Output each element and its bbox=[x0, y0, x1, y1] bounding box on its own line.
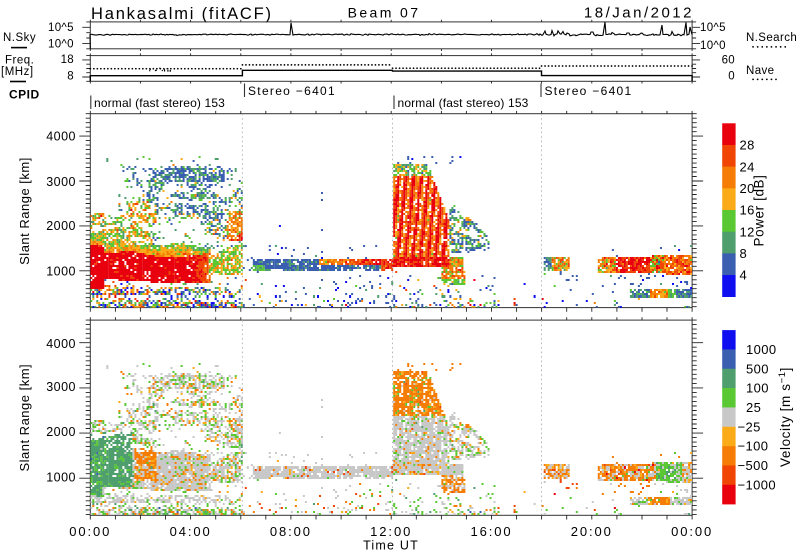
svg-text:normal (fast stereo) 153: normal (fast stereo) 153 bbox=[398, 96, 529, 110]
svg-text:20:00: 20:00 bbox=[571, 524, 613, 539]
svg-text:4: 4 bbox=[740, 268, 748, 283]
svg-text:Velocity [m s−1]: Velocity [m s−1] bbox=[777, 367, 793, 467]
svg-text:Stereo −6401: Stereo −6401 bbox=[248, 84, 336, 98]
svg-text:4000: 4000 bbox=[46, 130, 76, 144]
svg-text:−1000: −1000 bbox=[738, 477, 777, 492]
svg-text:1000: 1000 bbox=[46, 265, 76, 279]
svg-text:12: 12 bbox=[740, 224, 755, 239]
svg-text:500: 500 bbox=[746, 361, 769, 376]
svg-text:8: 8 bbox=[67, 70, 74, 82]
svg-text:2000: 2000 bbox=[46, 425, 76, 439]
svg-text:4000: 4000 bbox=[46, 337, 76, 351]
svg-text:Stereo −6401: Stereo −6401 bbox=[545, 84, 633, 98]
svg-text:12:00: 12:00 bbox=[370, 524, 412, 539]
svg-text:3000: 3000 bbox=[46, 175, 76, 189]
svg-text:Slant Range [km]: Slant Range [km] bbox=[17, 157, 32, 265]
svg-text:20: 20 bbox=[740, 181, 755, 196]
svg-text:60: 60 bbox=[722, 55, 735, 67]
svg-text:normal (fast stereo) 153: normal (fast stereo) 153 bbox=[94, 96, 225, 110]
svg-text:16:00: 16:00 bbox=[470, 524, 512, 539]
svg-text:−100: −100 bbox=[738, 439, 769, 454]
svg-text:Beam 07: Beam 07 bbox=[348, 5, 421, 21]
svg-text:00:00: 00:00 bbox=[671, 524, 713, 539]
svg-text:08:00: 08:00 bbox=[270, 524, 312, 539]
svg-text:10^5: 10^5 bbox=[700, 22, 726, 34]
svg-text:1000: 1000 bbox=[46, 470, 76, 484]
svg-text:100: 100 bbox=[746, 381, 769, 396]
svg-text:Time UT: Time UT bbox=[363, 539, 419, 553]
svg-text:16: 16 bbox=[740, 203, 755, 218]
svg-text:10^0: 10^0 bbox=[48, 38, 74, 50]
svg-text:8: 8 bbox=[740, 246, 748, 261]
svg-text:−25: −25 bbox=[738, 419, 761, 434]
svg-text:2000: 2000 bbox=[46, 219, 76, 233]
svg-text:N.Sky: N.Sky bbox=[3, 32, 36, 44]
svg-text:0: 0 bbox=[728, 71, 735, 83]
svg-text:CPID: CPID bbox=[9, 88, 40, 102]
svg-text:24: 24 bbox=[740, 159, 755, 174]
svg-text:Power [dB]: Power [dB] bbox=[752, 174, 767, 246]
svg-text:10^0: 10^0 bbox=[700, 40, 726, 52]
svg-text:00:00: 00:00 bbox=[69, 524, 111, 539]
svg-text:N.Search: N.Search bbox=[746, 32, 797, 44]
svg-text:3000: 3000 bbox=[46, 380, 76, 394]
svg-text:−500: −500 bbox=[738, 458, 769, 473]
svg-text:18: 18 bbox=[61, 54, 74, 66]
svg-text:04:00: 04:00 bbox=[170, 524, 212, 539]
svg-text:Nave: Nave bbox=[746, 65, 774, 77]
svg-text:28: 28 bbox=[740, 138, 755, 153]
svg-text:1000: 1000 bbox=[746, 342, 777, 357]
svg-text:10^5: 10^5 bbox=[48, 22, 74, 34]
svg-text:18/Jan/2012: 18/Jan/2012 bbox=[584, 5, 694, 22]
svg-text:Hankasalmi (fitACF): Hankasalmi (fitACF) bbox=[91, 5, 273, 23]
svg-text:25: 25 bbox=[746, 400, 761, 415]
svg-text:[MHz]: [MHz] bbox=[1, 66, 34, 78]
svg-text:Slant Range [km]: Slant Range [km] bbox=[17, 364, 32, 472]
svg-text:Freq.: Freq. bbox=[5, 55, 34, 67]
